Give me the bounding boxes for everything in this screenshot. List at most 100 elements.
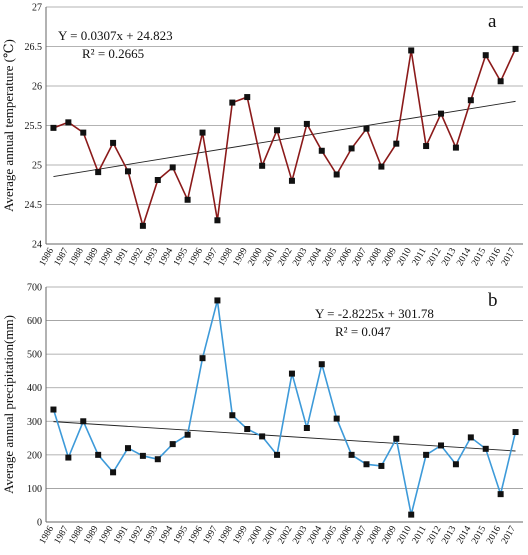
x-tick-label: 1996 xyxy=(187,524,205,546)
x-tick-label: 2013 xyxy=(440,246,458,268)
x-tick-label: 2017 xyxy=(500,524,518,546)
data-point xyxy=(80,129,87,136)
trend-line xyxy=(53,421,516,452)
data-point xyxy=(348,451,355,458)
data-point xyxy=(363,461,370,468)
data-point xyxy=(482,52,489,59)
data-point xyxy=(139,452,146,459)
data-point xyxy=(423,451,430,458)
data-point xyxy=(139,222,146,229)
x-tick-label: 2008 xyxy=(366,246,384,268)
x-tick-label: 1995 xyxy=(172,524,190,546)
data-point xyxy=(154,177,161,184)
x-tick-label: 1998 xyxy=(217,246,235,268)
x-tick-label: 1999 xyxy=(232,524,250,546)
trend-equation: Y = -2.8225x + 301.78 xyxy=(315,306,434,321)
data-point xyxy=(244,94,251,101)
x-tick-label: 1996 xyxy=(187,246,205,268)
data-point xyxy=(274,127,281,134)
x-tick-label: 1990 xyxy=(98,246,116,268)
data-point xyxy=(50,406,57,413)
x-tick-label: 1988 xyxy=(68,524,86,546)
data-point xyxy=(303,425,310,431)
data-point xyxy=(95,169,102,176)
data-point xyxy=(497,78,504,85)
data-point xyxy=(333,415,340,422)
data-point xyxy=(333,171,340,178)
x-tick-label: 2000 xyxy=(247,524,265,546)
x-tick-label: 1992 xyxy=(127,246,145,268)
y-tick-label: 25.5 xyxy=(25,121,43,132)
data-point xyxy=(80,418,87,425)
panel-letter: a xyxy=(488,11,497,32)
x-tick-label: 2016 xyxy=(485,246,503,268)
x-tick-label: 2002 xyxy=(276,524,294,546)
data-point xyxy=(348,145,355,152)
x-tick-label: 2007 xyxy=(351,524,369,546)
data-point xyxy=(467,434,474,441)
x-tick-label: 2014 xyxy=(455,246,473,268)
data-point xyxy=(363,125,370,132)
x-tick-label: 1994 xyxy=(157,246,175,268)
x-tick-label: 2004 xyxy=(306,246,324,268)
y-tick-label: 26 xyxy=(32,82,42,93)
y-tick-label: 26.5 xyxy=(25,42,43,53)
x-tick-label: 2005 xyxy=(321,246,339,268)
y-tick-label: 24.5 xyxy=(25,200,43,211)
x-tick-label: 1990 xyxy=(98,524,116,546)
x-tick-label: 2004 xyxy=(306,524,324,546)
x-tick-label: 2015 xyxy=(470,524,488,546)
y-tick-label: 200 xyxy=(27,450,42,461)
data-point xyxy=(244,426,251,433)
data-point xyxy=(423,143,430,150)
data-point xyxy=(169,164,176,171)
x-tick-label: 2012 xyxy=(425,524,443,546)
data-point xyxy=(95,451,102,458)
x-tick-label: 1987 xyxy=(53,524,71,546)
x-tick-label: 2003 xyxy=(291,524,309,546)
x-tick-label: 1999 xyxy=(232,246,250,268)
data-point xyxy=(214,297,221,304)
data-point xyxy=(124,168,131,175)
x-tick-label: 2016 xyxy=(485,524,503,546)
panel-letter: b xyxy=(488,290,498,311)
y-tick-label: 0 xyxy=(37,518,42,529)
x-tick-label: 1993 xyxy=(142,524,160,546)
x-tick-label: 2015 xyxy=(470,246,488,268)
trend-equation: Y = 0.0307x + 24.823 xyxy=(58,28,173,43)
y-tick-label: 100 xyxy=(27,484,42,495)
data-point xyxy=(408,47,415,54)
data-point xyxy=(467,97,474,104)
x-tick-label: 2009 xyxy=(381,524,399,546)
x-tick-label: 1988 xyxy=(68,246,86,268)
y-tick-label: 700 xyxy=(27,283,42,294)
series-line xyxy=(52,300,517,515)
y-tick-label: 400 xyxy=(27,383,42,394)
data-point xyxy=(259,162,266,169)
x-tick-label: 2010 xyxy=(396,524,414,546)
data-point xyxy=(512,45,519,52)
data-point xyxy=(318,147,325,154)
y-tick-label: 27 xyxy=(32,3,42,14)
x-tick-label: 1997 xyxy=(202,524,220,546)
trend-r2: R² = 0.047 xyxy=(335,324,391,339)
data-point xyxy=(110,139,117,146)
data-point xyxy=(318,361,325,368)
series-line xyxy=(53,48,517,229)
x-tick-label: 1998 xyxy=(217,524,235,546)
x-tick-label: 2012 xyxy=(425,246,443,268)
data-point xyxy=(124,445,131,452)
y-tick-label: 600 xyxy=(27,316,42,327)
data-point xyxy=(184,431,191,438)
data-point xyxy=(154,456,161,463)
x-tick-label: 2009 xyxy=(381,246,399,268)
data-point xyxy=(378,163,385,170)
data-point xyxy=(229,99,236,106)
x-tick-label: 2013 xyxy=(440,524,458,546)
x-tick-label: 2001 xyxy=(261,246,279,268)
x-tick-label: 2002 xyxy=(276,246,294,268)
data-point xyxy=(497,491,504,498)
data-point xyxy=(199,355,206,362)
data-point xyxy=(408,511,415,518)
